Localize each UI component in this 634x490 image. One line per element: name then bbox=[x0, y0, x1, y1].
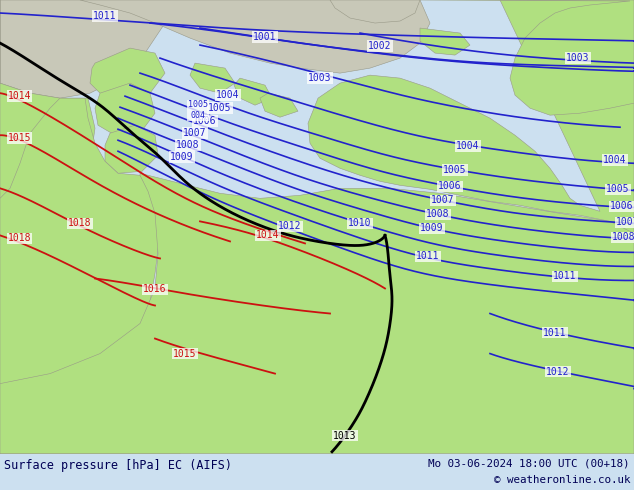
Polygon shape bbox=[0, 0, 165, 98]
Text: 1005: 1005 bbox=[606, 184, 630, 195]
Text: 1006: 1006 bbox=[611, 201, 634, 211]
Text: 1015: 1015 bbox=[8, 133, 32, 143]
Text: 1011: 1011 bbox=[553, 271, 577, 281]
Text: 1011: 1011 bbox=[93, 11, 117, 21]
Polygon shape bbox=[234, 78, 272, 105]
Text: 1008: 1008 bbox=[426, 209, 450, 220]
Text: 1010: 1010 bbox=[348, 219, 372, 228]
Text: 1015: 1015 bbox=[173, 348, 197, 359]
Text: 1002: 1002 bbox=[368, 41, 392, 51]
Text: 1009: 1009 bbox=[171, 152, 194, 162]
Text: 1016: 1016 bbox=[143, 285, 167, 294]
Text: 1018: 1018 bbox=[8, 233, 32, 244]
Polygon shape bbox=[420, 28, 470, 55]
Text: 1006: 1006 bbox=[193, 116, 217, 126]
Text: Surface pressure [hPa] EC (AIFS): Surface pressure [hPa] EC (AIFS) bbox=[4, 459, 232, 472]
Text: 1014: 1014 bbox=[8, 91, 32, 101]
Polygon shape bbox=[95, 83, 155, 135]
Polygon shape bbox=[105, 125, 158, 173]
Text: © weatheronline.co.uk: © weatheronline.co.uk bbox=[493, 475, 630, 485]
Text: 1005
004: 1005 004 bbox=[188, 100, 208, 120]
Text: 1004: 1004 bbox=[603, 155, 627, 165]
Polygon shape bbox=[308, 0, 634, 233]
Text: 1001: 1001 bbox=[253, 32, 277, 42]
Text: 1018: 1018 bbox=[68, 219, 92, 228]
Text: 1009: 1009 bbox=[420, 223, 444, 233]
Polygon shape bbox=[0, 173, 634, 454]
Text: 1007: 1007 bbox=[183, 128, 207, 138]
Polygon shape bbox=[260, 93, 298, 117]
Text: 1013: 1013 bbox=[333, 431, 357, 441]
Polygon shape bbox=[420, 0, 634, 115]
Polygon shape bbox=[190, 63, 235, 93]
Text: 1003: 1003 bbox=[308, 73, 332, 83]
Text: 1014: 1014 bbox=[256, 230, 280, 241]
Text: 1011: 1011 bbox=[417, 251, 440, 262]
Text: 1011: 1011 bbox=[543, 327, 567, 338]
Text: 1008: 1008 bbox=[176, 140, 200, 150]
Text: Mo 03-06-2024 18:00 UTC (00+18): Mo 03-06-2024 18:00 UTC (00+18) bbox=[429, 458, 630, 468]
Text: 1004: 1004 bbox=[216, 90, 240, 100]
Polygon shape bbox=[330, 0, 420, 23]
Text: 1007: 1007 bbox=[431, 196, 455, 205]
Text: 1007: 1007 bbox=[616, 218, 634, 227]
Text: 1008: 1008 bbox=[612, 232, 634, 243]
Text: 1012: 1012 bbox=[278, 221, 302, 231]
Polygon shape bbox=[0, 0, 95, 213]
Text: 1012: 1012 bbox=[547, 367, 570, 377]
Text: 1004: 1004 bbox=[456, 141, 480, 151]
Polygon shape bbox=[0, 98, 185, 454]
Text: 1003: 1003 bbox=[566, 53, 590, 63]
Polygon shape bbox=[90, 48, 165, 98]
Polygon shape bbox=[80, 0, 430, 73]
Text: 1006: 1006 bbox=[438, 181, 462, 191]
Text: 1005: 1005 bbox=[208, 103, 232, 113]
Text: 1005: 1005 bbox=[443, 165, 467, 175]
